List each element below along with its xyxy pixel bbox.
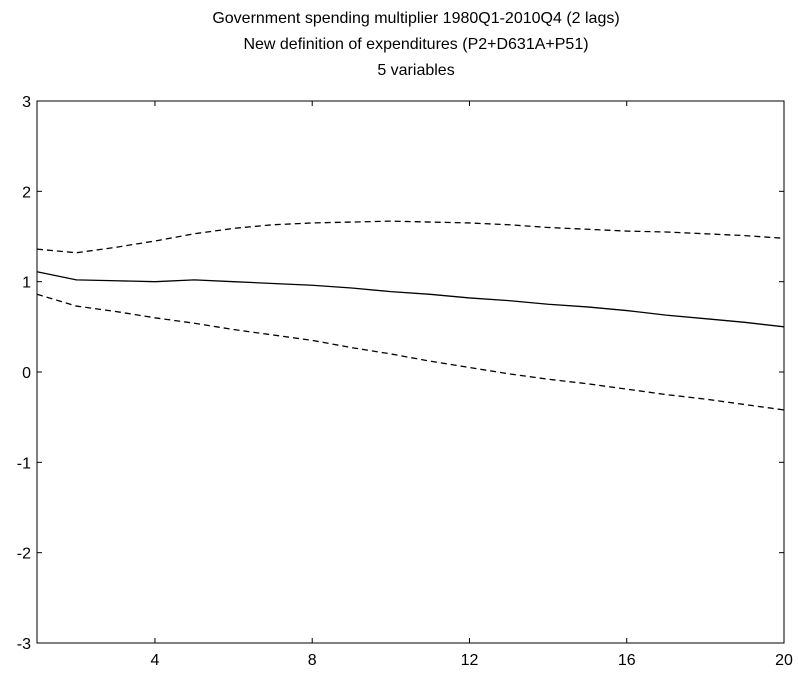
x-tick-label: 8 (308, 652, 317, 669)
series-layer (36, 220, 785, 411)
y-tick-label: 3 (22, 94, 31, 111)
chart-subtitle: 5 variables (377, 62, 454, 79)
chart-title-line-2: New definition of expenditures (P2+D631A… (243, 36, 588, 53)
series-line-lower-band (36, 293, 785, 411)
plot-area (36, 100, 785, 644)
y-tick-label: -3 (17, 636, 31, 653)
y-tick-label: -2 (17, 546, 31, 563)
y-tick-label: 0 (22, 365, 31, 382)
series-line-upper-band (36, 220, 785, 254)
x-tick-label: 4 (150, 652, 159, 669)
chart-title: Government spending multiplier 1980Q1-20… (212, 10, 619, 79)
y-tick-label: 1 (22, 275, 31, 292)
x-tick-label: 16 (618, 652, 636, 669)
chart-title-line-1: Government spending multiplier 1980Q1-20… (212, 10, 619, 27)
x-tick-label: 20 (775, 652, 793, 669)
y-tick-label: 2 (22, 184, 31, 201)
series-line-point-estimate (36, 271, 785, 328)
y-tick-label: -1 (17, 455, 31, 472)
x-tick-label: 12 (461, 652, 479, 669)
